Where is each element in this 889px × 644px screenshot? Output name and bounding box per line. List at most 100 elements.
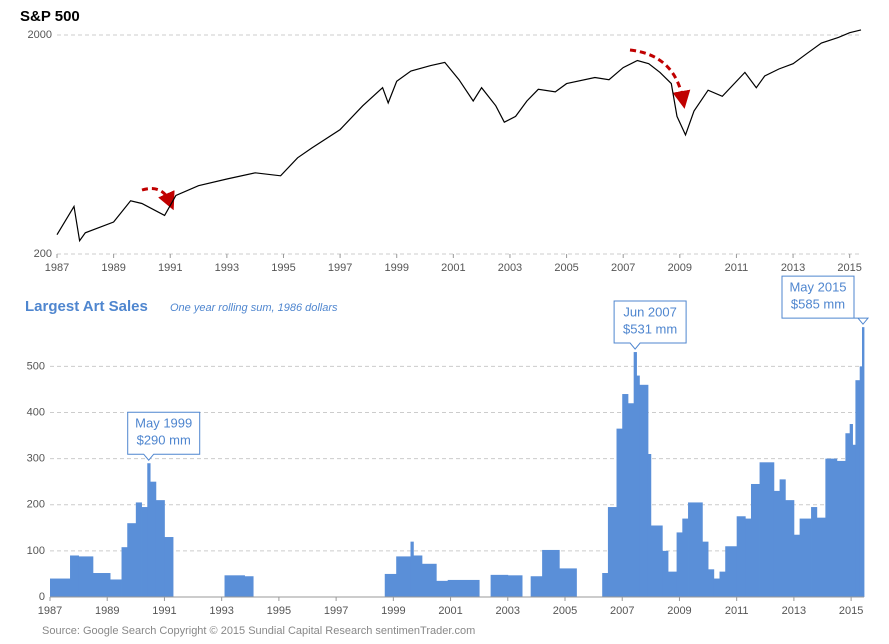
y-tick-label: 400 <box>27 406 45 418</box>
annotation-text: May 1999 <box>135 416 192 431</box>
bar <box>147 463 151 597</box>
footer: Source: Google Search Copyright © 2015 S… <box>42 625 475 637</box>
x-tick-label: 2005 <box>553 605 577 617</box>
x-tick-label: 1989 <box>95 605 119 617</box>
y-tick-label: 0 <box>39 591 45 603</box>
bar <box>421 563 437 597</box>
arrow <box>629 48 691 109</box>
bar <box>799 518 812 597</box>
bar <box>410 541 414 597</box>
x-tick-label: 1997 <box>328 262 352 274</box>
x-tick-label: 1991 <box>158 262 182 274</box>
bar <box>676 532 683 597</box>
x-tick-label: 2003 <box>496 605 520 617</box>
arrow <box>141 187 175 211</box>
bar <box>636 375 640 597</box>
chart-subtitle: One year rolling sum, 1986 dollars <box>170 302 338 314</box>
bar <box>688 502 703 597</box>
bar <box>559 568 577 597</box>
bar <box>607 507 617 597</box>
x-tick-label: 1999 <box>384 262 408 274</box>
bar <box>702 541 709 597</box>
bar <box>836 460 846 597</box>
bar <box>816 517 826 597</box>
bar <box>779 479 786 597</box>
bar <box>682 518 689 597</box>
bar <box>127 523 137 597</box>
bar <box>530 576 543 597</box>
bar <box>785 500 795 597</box>
x-tick-label: 2013 <box>782 605 806 617</box>
x-tick-label: 2015 <box>837 262 861 274</box>
x-tick-label: 2011 <box>725 605 749 617</box>
x-tick-label: 2009 <box>667 605 691 617</box>
bar <box>861 327 865 597</box>
x-tick-label: 1999 <box>381 605 405 617</box>
bar <box>436 580 449 597</box>
x-tick-label: 2007 <box>610 605 634 617</box>
bar <box>639 384 649 597</box>
bar <box>825 458 838 597</box>
bar <box>811 507 818 597</box>
bar <box>507 575 523 597</box>
x-tick-label: 2003 <box>498 262 522 274</box>
annotation: May 2015 $585 mm <box>781 275 870 325</box>
x-tick-label: 2007 <box>611 262 635 274</box>
bar <box>713 578 720 597</box>
x-tick-label: 2001 <box>438 605 462 617</box>
bar <box>50 578 71 597</box>
x-tick-label: 2015 <box>839 605 863 617</box>
x-tick-label: 2013 <box>781 262 805 274</box>
annotation: Jun 2007 $531 mm <box>613 300 687 350</box>
bar <box>413 555 423 597</box>
annotation-text: Jun 2007 <box>623 304 677 319</box>
bar <box>78 556 94 597</box>
bar <box>793 534 801 597</box>
bar <box>627 403 635 597</box>
bar <box>750 483 760 597</box>
bar <box>859 366 863 597</box>
bar <box>141 507 148 597</box>
bar <box>384 573 397 597</box>
bar <box>121 547 128 597</box>
annotation-box <box>613 300 687 350</box>
chart-title: S&P 500 <box>20 8 80 25</box>
bar <box>719 571 726 597</box>
bar <box>773 490 780 597</box>
bar <box>602 573 609 597</box>
bar <box>668 571 677 597</box>
bar <box>662 550 669 597</box>
annotation: May 1999 $290 mm <box>127 411 201 462</box>
x-tick-label: 1993 <box>209 605 233 617</box>
annotation-box <box>127 411 201 462</box>
bar <box>708 569 715 597</box>
bar <box>164 537 174 597</box>
annotation-text: $290 mm <box>137 433 191 448</box>
y-tick-label: 100 <box>27 545 45 557</box>
bar <box>650 525 663 597</box>
bar <box>725 546 738 597</box>
bar <box>244 576 254 597</box>
y-tick-label: 200 <box>27 499 45 511</box>
bar <box>736 516 746 597</box>
bar <box>845 433 851 597</box>
bar <box>110 579 122 597</box>
annotation-box <box>781 275 870 325</box>
bar <box>855 380 861 597</box>
x-tick-label: 2001 <box>441 262 465 274</box>
x-tick-label: 1995 <box>267 605 291 617</box>
annotation-text: May 2015 <box>789 280 846 295</box>
annotation-text: $531 mm <box>623 321 677 336</box>
line <box>56 29 862 243</box>
y-tick-label: 200 <box>34 248 52 260</box>
bar <box>447 579 480 597</box>
x-tick-label: 1991 <box>152 605 176 617</box>
x-tick-label: 2011 <box>725 262 749 274</box>
bar <box>633 352 637 597</box>
x-tick-label: 1995 <box>271 262 295 274</box>
bar <box>647 454 652 597</box>
x-tick-label: 1997 <box>324 605 348 617</box>
bar <box>849 424 853 597</box>
bar <box>745 518 752 597</box>
